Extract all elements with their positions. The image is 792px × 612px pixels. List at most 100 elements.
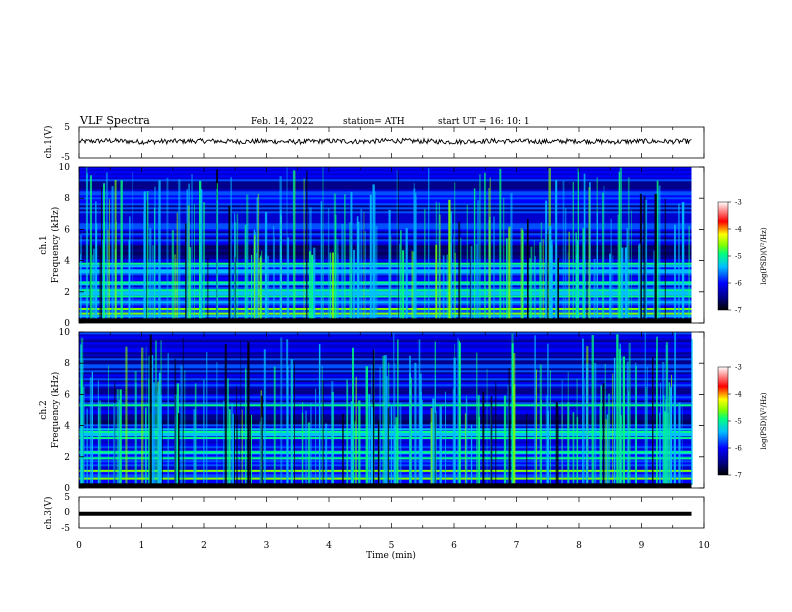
ch1-spectrogram-streak bbox=[203, 202, 205, 320]
ch1-spectrogram-streak bbox=[411, 250, 413, 320]
ch2-spectrogram-streak bbox=[119, 389, 122, 485]
ch1-spectrogram-streak bbox=[398, 170, 399, 320]
ch2-spectrogram-streak bbox=[555, 402, 558, 485]
ch1-spectrogram-streak bbox=[176, 212, 178, 320]
ch2-spectrogram-streak bbox=[545, 395, 549, 485]
ch3-ytick-label: 0 bbox=[64, 508, 70, 518]
ch1-spectrogram-streak bbox=[402, 250, 405, 320]
time-axis-label: Time (min) bbox=[366, 550, 416, 561]
ch1-spectrogram-streak bbox=[349, 222, 351, 320]
ch1-waveform-ylabel: ch.1(V) bbox=[43, 126, 54, 159]
ch2-spectrogram-row bbox=[79, 332, 692, 335]
time-tick-label: 9 bbox=[639, 541, 645, 551]
ch1-spectrogram-streak bbox=[158, 208, 160, 320]
ch1-ytick-label: -5 bbox=[61, 153, 70, 163]
ch1-spectrogram-streak bbox=[93, 248, 95, 320]
ch1-spectrogram-row bbox=[79, 299, 692, 302]
ch1-spectrogram-streak bbox=[396, 170, 398, 320]
ch1-spectrogram-streak bbox=[261, 250, 263, 320]
ch2-spectrogram-streak bbox=[86, 408, 88, 485]
ch1-spectrogram-streak bbox=[428, 168, 430, 320]
ch2-spectrogram-streak bbox=[503, 395, 507, 485]
ch1-spectrogram-streak bbox=[638, 245, 639, 320]
ch1-spectrogram-row bbox=[79, 287, 692, 290]
ch1-spectrogram-streak bbox=[312, 259, 315, 320]
ch2-spectrogram-streak bbox=[286, 339, 289, 485]
ch1-spectrogram-streak bbox=[171, 229, 175, 320]
ch2-spectrogram-streak bbox=[97, 380, 99, 485]
ch1-spectrogram-streak bbox=[191, 174, 193, 320]
ch2-spectrogram-streak bbox=[325, 423, 328, 485]
ch2-spectrogram-streak bbox=[108, 365, 109, 485]
ch2-spectrogram-streak bbox=[470, 424, 473, 485]
ch1-spectrogram-streak bbox=[454, 252, 456, 320]
ch1-spectrogram-streak bbox=[120, 180, 123, 320]
ch1-spectrogram-row bbox=[79, 301, 692, 304]
ch2-colorbar-tick-label: -7 bbox=[735, 472, 742, 480]
ch1-spectrogram-streak bbox=[493, 216, 495, 320]
ch1-spectrogram-streak bbox=[111, 186, 114, 320]
ch1-spectrogram-row bbox=[79, 273, 692, 276]
ch1-spectrogram-row bbox=[79, 259, 692, 262]
ch1-spectrogram-streak bbox=[166, 177, 169, 320]
ch1-spectrogram-streak bbox=[510, 192, 513, 320]
ch1-spectrogram-row bbox=[79, 201, 692, 204]
ch1-spectrogram-row bbox=[79, 265, 692, 268]
ch2-spectrogram-streak bbox=[486, 368, 488, 485]
ch1-waveform-panel: 5 -5 ch.1(V) bbox=[43, 123, 705, 163]
ch1-spectrogram-streak bbox=[469, 243, 472, 320]
ch2-spectrogram-streak bbox=[80, 393, 83, 485]
ch2-spectrogram-streak bbox=[134, 370, 137, 485]
ch1-spectrogram-streak bbox=[199, 180, 202, 320]
ch2-spectrogram-streak bbox=[670, 386, 673, 485]
ch1-spectrogram-row bbox=[79, 219, 692, 222]
ch2-spectrogram-streak bbox=[346, 379, 348, 485]
ch2-spectrogram-streak bbox=[89, 377, 92, 485]
ch2-spectrogram-streak bbox=[482, 391, 485, 485]
ch1-spectrogram-streak bbox=[92, 254, 94, 320]
ch1-spectrogram-streak bbox=[575, 232, 577, 320]
ch2-spectrogram-streak bbox=[240, 340, 242, 485]
ch1-spectrogram-row bbox=[79, 169, 692, 172]
ch2-spectrogram-streak bbox=[322, 380, 324, 485]
ch1-colorbar-tick-label: -3 bbox=[735, 199, 742, 207]
ch2-spectrogram-ytick-label: 10 bbox=[59, 328, 71, 338]
ch2-spectrogram-streak bbox=[613, 357, 616, 485]
ch2-spectrogram-streak bbox=[512, 346, 514, 485]
ch1-spectrogram-streak bbox=[356, 216, 359, 320]
ch2-spectrogram-streak bbox=[98, 400, 102, 485]
ch2-spectrogram-streak bbox=[241, 409, 243, 485]
ch1-spectrogram-streak bbox=[178, 179, 181, 320]
ch3-ytick-label: -5 bbox=[61, 524, 70, 534]
ch2-colorbar-tick-label: -4 bbox=[735, 391, 742, 399]
ch1-spectrogram-streak bbox=[158, 180, 161, 320]
ch1-spectrogram-row bbox=[79, 175, 692, 178]
ch2-spectrogram-streak bbox=[245, 368, 247, 485]
ch1-spectrogram-streak bbox=[438, 214, 441, 320]
ch1-spectrogram-streak bbox=[108, 199, 110, 320]
ch1-spectrogram-streak bbox=[287, 237, 290, 320]
ch1-spectrogram-streak bbox=[306, 171, 308, 320]
time-tick-label: 2 bbox=[201, 541, 207, 551]
ch2-spectrogram-streak bbox=[549, 370, 551, 485]
ch1-spectrogram-streak bbox=[567, 252, 569, 320]
start-ut-label: start UT = 16: 10: 1 bbox=[438, 117, 530, 127]
ch1-spectrogram-streak bbox=[350, 257, 352, 320]
ch1-spectrogram-ytick-label: 0 bbox=[64, 319, 70, 329]
ch1-spectrogram-streak bbox=[540, 222, 543, 320]
ch1-spectrogram-streak bbox=[527, 219, 529, 320]
ch1-spectrogram-row bbox=[79, 177, 692, 180]
ch1-spectrogram-ytick-label: 4 bbox=[64, 257, 70, 267]
ch1-spectrogram-row bbox=[79, 193, 692, 196]
ch1-spectrogram-streak bbox=[251, 254, 253, 320]
ch2-spectrogram-streak bbox=[261, 417, 263, 485]
ch2-spectrogram-streak bbox=[465, 398, 468, 485]
ch2-spectrogram-streak bbox=[259, 421, 262, 485]
ch1-spectrogram-streak bbox=[95, 201, 97, 320]
ch1-spectrogram-streak bbox=[105, 172, 108, 320]
ch1-spectrogram-row bbox=[79, 217, 692, 220]
ch2-spectrogram-row bbox=[79, 352, 692, 355]
ch2-spectrogram-streak bbox=[586, 363, 589, 485]
ch1-spectrogram-band bbox=[79, 295, 692, 298]
ch2-spectrogram-row bbox=[79, 344, 692, 347]
